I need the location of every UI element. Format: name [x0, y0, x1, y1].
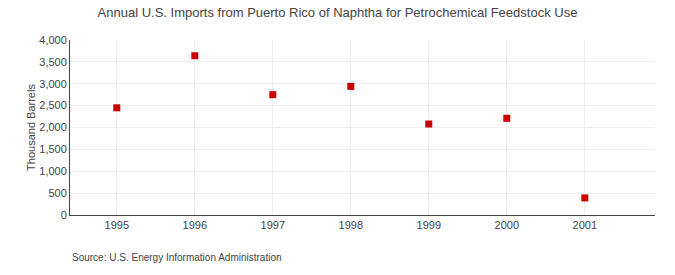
- svg-text:1,000: 1,000: [39, 165, 67, 177]
- svg-text:3,000: 3,000: [39, 78, 67, 90]
- svg-text:Thousand Barrels: Thousand Barrels: [25, 84, 37, 171]
- svg-text:1,500: 1,500: [39, 143, 67, 155]
- svg-text:1997: 1997: [261, 219, 285, 231]
- svg-text:4,000: 4,000: [39, 34, 67, 46]
- svg-text:1998: 1998: [339, 219, 363, 231]
- svg-text:2000: 2000: [495, 219, 519, 231]
- svg-text:1999: 1999: [417, 219, 441, 231]
- svg-text:3,500: 3,500: [39, 56, 67, 68]
- svg-text:2001: 2001: [573, 219, 597, 231]
- svg-text:2,000: 2,000: [39, 121, 67, 133]
- svg-text:500: 500: [48, 187, 66, 199]
- svg-text:Source: U.S. Energy Informatio: Source: U.S. Energy Information Administ…: [72, 252, 282, 263]
- svg-text:Annual U.S. Imports from Puert: Annual U.S. Imports from Puerto Rico of …: [98, 5, 578, 20]
- svg-text:1996: 1996: [183, 219, 207, 231]
- svg-text:0: 0: [61, 209, 67, 221]
- svg-text:1995: 1995: [105, 219, 129, 231]
- svg-text:2,500: 2,500: [39, 99, 67, 111]
